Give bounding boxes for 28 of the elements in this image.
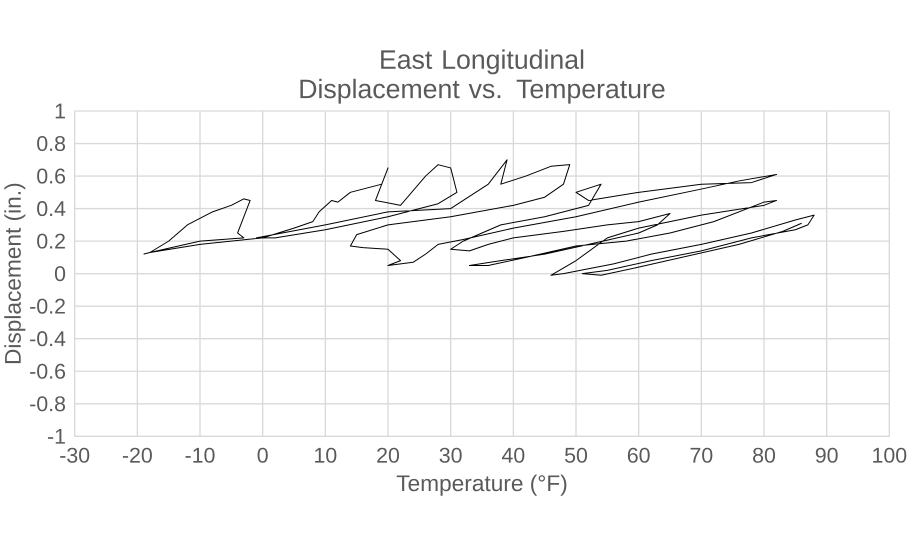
x-tick-label: 40 [502, 448, 524, 463]
x-tick-label: 20 [377, 448, 400, 463]
y-tick-label: 0 [54, 266, 66, 282]
x-tick-label: 70 [690, 448, 712, 463]
y-tick-label: 1 [56, 104, 65, 118]
y-tick-label: -1 [48, 428, 65, 444]
x-tick-label: 10 [315, 448, 336, 463]
x-tick-label: -20 [122, 448, 152, 463]
x-tick-label: 100 [873, 448, 906, 463]
y-tick-label: -0.2 [30, 298, 65, 314]
y-tick-label: 0.6 [37, 168, 66, 184]
x-tick-label: -30 [60, 448, 90, 463]
x-tick-label: 50 [564, 448, 588, 463]
y-tick-label: 0.2 [37, 234, 65, 249]
y-tick-label: 0.4 [37, 201, 66, 216]
y-tick-label: -0.8 [30, 396, 66, 412]
x-tick-label: 90 [816, 448, 838, 463]
y-tick-label: 0.8 [37, 136, 66, 152]
x-tick-label: 80 [753, 448, 776, 463]
x-tick-label: 0 [258, 448, 268, 463]
y-axis-title: Displacement (in.) [4, 184, 26, 364]
x-tick-label: 60 [628, 448, 650, 463]
x-tick-label: 30 [440, 448, 462, 463]
x-tick-label: -10 [186, 448, 215, 463]
y-tick-label: -0.4 [30, 331, 66, 346]
x-axis-title: Temperature (°F) [396, 474, 566, 496]
chart-title: East Longitudinal Displacement vs. Temperature [300, 49, 665, 104]
y-tick-label: -0.6 [30, 364, 66, 379]
